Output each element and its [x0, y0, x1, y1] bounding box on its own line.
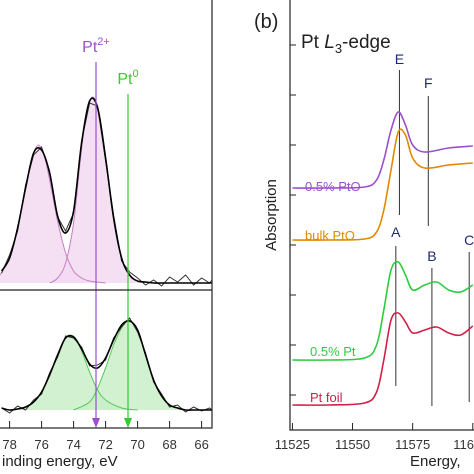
x-tick-label: 68: [162, 437, 176, 452]
component-area: [49, 97, 154, 283]
xps-frame: [0, 0, 213, 429]
x-tick-label: 74: [66, 437, 80, 452]
x-tick-label: 78: [2, 437, 16, 452]
component-area: [0, 145, 106, 283]
series-label: 0.5% PtO: [305, 179, 361, 194]
xanes-panel: 11525 11550 11575 116 E F A B C 0.5% PtO bulk PtO 0…: [275, 51, 474, 452]
fit-line: [0, 97, 212, 284]
panel-label: (b): [254, 11, 278, 33]
x-tick-label: 66: [194, 437, 208, 452]
annotation-text: Pt: [117, 71, 133, 88]
spectrum-line: [292, 312, 474, 406]
title-part: L: [324, 32, 335, 53]
x-tick-label: 11575: [395, 437, 430, 452]
xanes-frame: [289, 0, 474, 431]
annotation: Pt2+: [82, 36, 110, 56]
component-area: [73, 319, 186, 410]
x-tick-label: 11525: [275, 437, 310, 452]
chart-title: Pt L3-edge: [301, 32, 391, 56]
x-tick-label: 72: [98, 437, 112, 452]
series-label: 0.5% Pt: [310, 344, 356, 359]
spectrum-line: [292, 260, 474, 361]
y-axis-label: Absorption: [263, 179, 280, 251]
component-area: [9, 335, 138, 410]
annotation: F: [424, 75, 433, 91]
arrow-head: [92, 418, 100, 428]
spectrum-line: [292, 111, 473, 189]
title-part: Pt: [301, 32, 324, 53]
annotation-text: Pt: [82, 39, 98, 56]
x-axis-label: Energy,: [410, 453, 461, 470]
x-tick-label: 76: [34, 437, 48, 452]
annotation-sup: 2+: [97, 36, 110, 48]
y-minor-ticks: [290, 44, 296, 396]
x-tick-label: 70: [130, 437, 144, 452]
arrow-head: [124, 418, 132, 428]
series-label: bulk PtO: [305, 228, 355, 243]
annotation-sup: 0: [133, 68, 139, 80]
annotation: Pt0: [117, 68, 138, 88]
annotation: B: [427, 248, 436, 264]
title-part: -edge: [342, 32, 391, 53]
fit-line: [1, 320, 212, 411]
title-part: 3: [335, 41, 342, 56]
x-tick-label: 11550: [335, 437, 370, 452]
spectrum-line: [292, 128, 473, 241]
series-label: Pt foil: [310, 390, 343, 405]
annotation: E: [395, 51, 404, 67]
x-axis-label: inding energy, eV: [2, 453, 118, 470]
x-tick-label: 116: [453, 437, 474, 452]
annotation: A: [391, 224, 401, 240]
annotation: C: [464, 232, 474, 248]
